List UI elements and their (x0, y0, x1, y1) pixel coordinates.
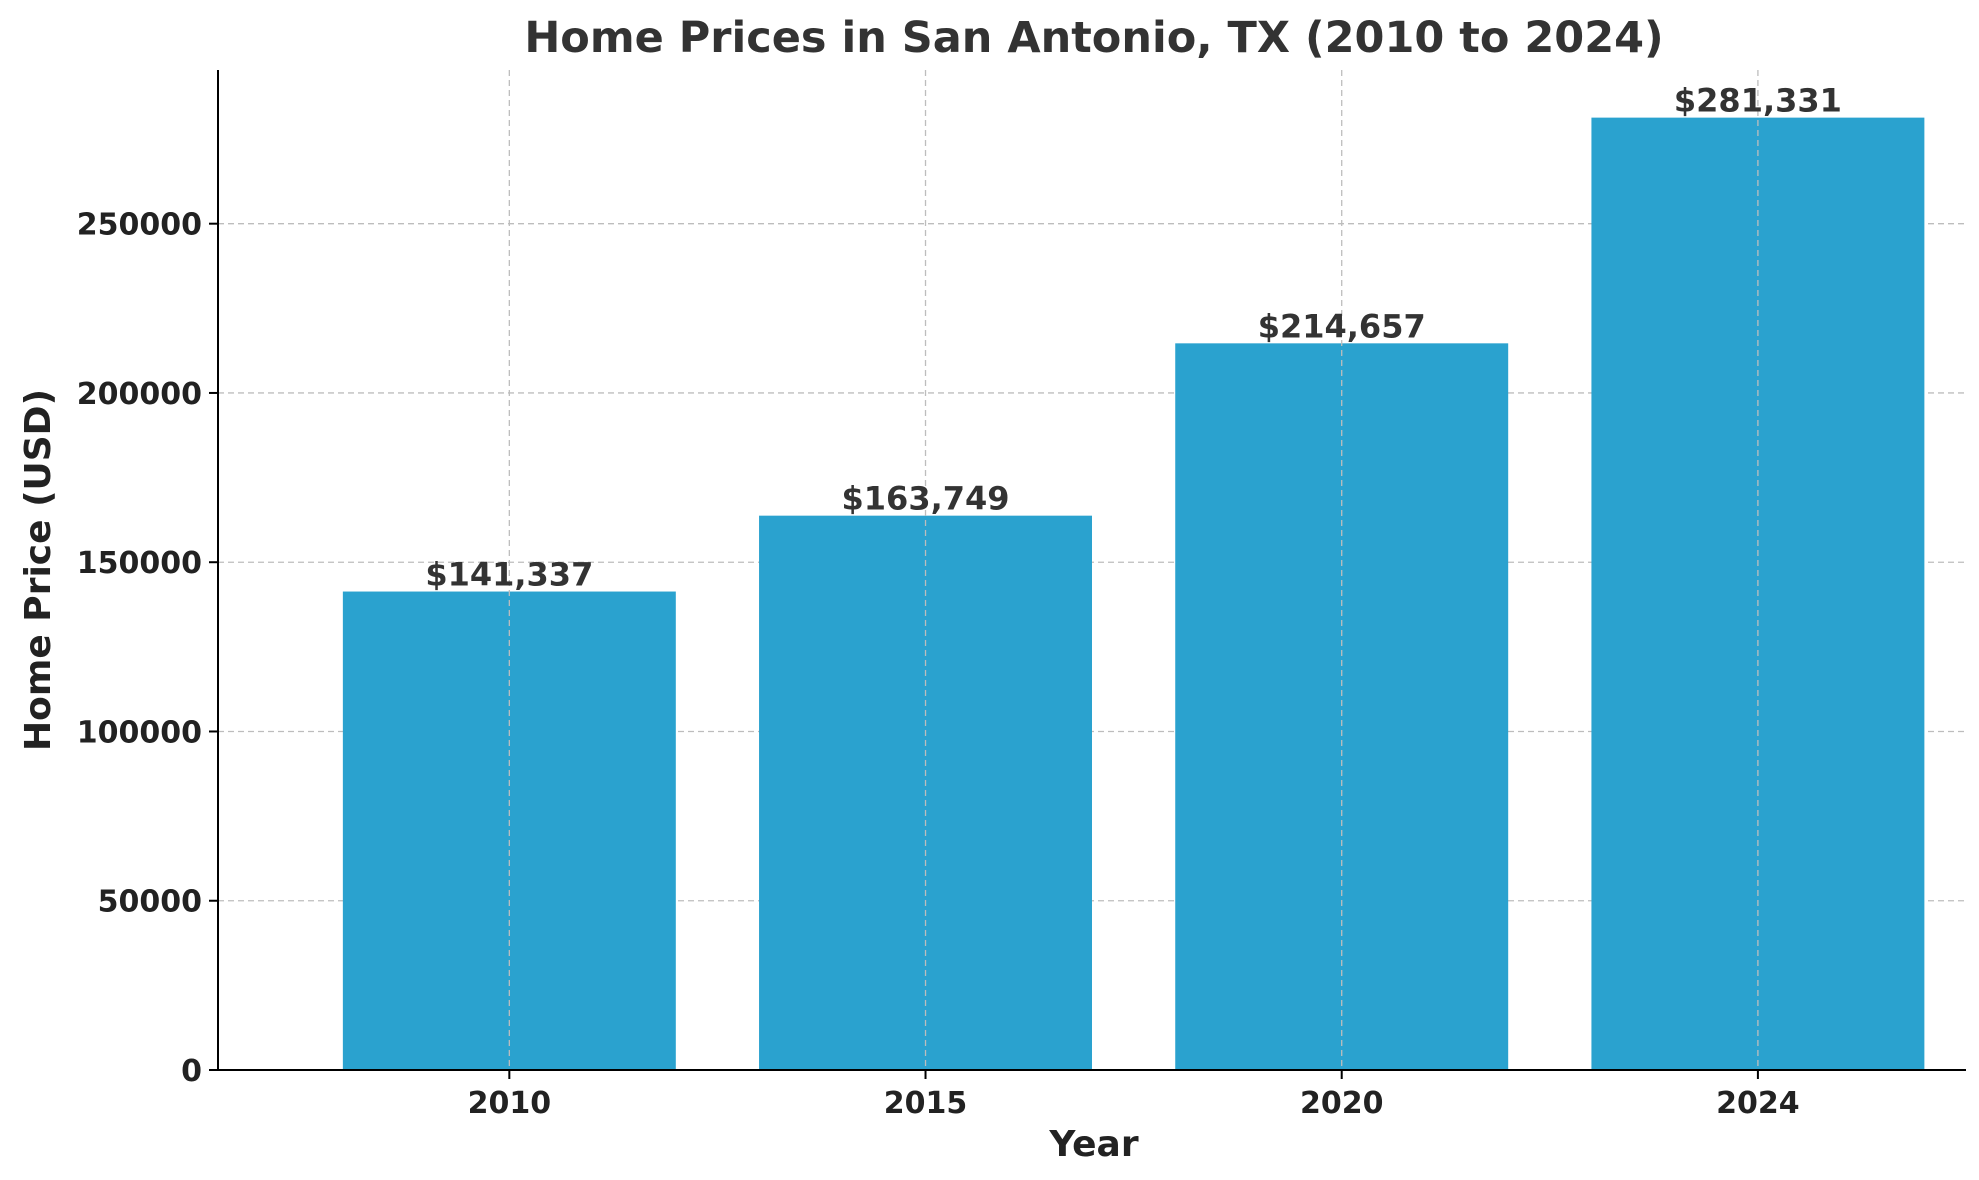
data-labels: $141,337 $163,749 $214,657 $281,331 (425, 82, 1842, 594)
y-tick-label: 250000 (77, 208, 202, 243)
data-label-2010: $141,337 (425, 556, 593, 594)
x-tick-label-2015: 2015 (884, 1086, 968, 1121)
data-label-2015: $163,749 (842, 480, 1010, 518)
y-tick-label: 150000 (77, 546, 202, 581)
chart-title: Home Prices in San Antonio, TX (2010 to … (524, 13, 1663, 63)
y-tick-label: 200000 (77, 377, 202, 412)
x-axis-label: Year (1048, 1124, 1138, 1165)
y-ticks: 0 50000 100000 150000 200000 250000 (77, 208, 218, 1089)
y-axis-label: Home Price (USD) (18, 389, 59, 751)
data-label-2020: $214,657 (1258, 307, 1426, 345)
x-tick-label-2020: 2020 (1300, 1086, 1384, 1121)
x-ticks: 2010 2015 2020 2024 (468, 1070, 1800, 1121)
data-label-2024: $281,331 (1674, 82, 1842, 120)
vertical-grid-lines (508, 70, 1759, 1070)
x-tick-label-2024: 2024 (1716, 1086, 1800, 1121)
y-tick-label: 100000 (77, 715, 202, 750)
x-tick-label-2010: 2010 (468, 1086, 552, 1121)
bars (342, 117, 1925, 1070)
y-tick-label: 50000 (98, 885, 202, 920)
y-tick-label: 0 (181, 1054, 202, 1089)
